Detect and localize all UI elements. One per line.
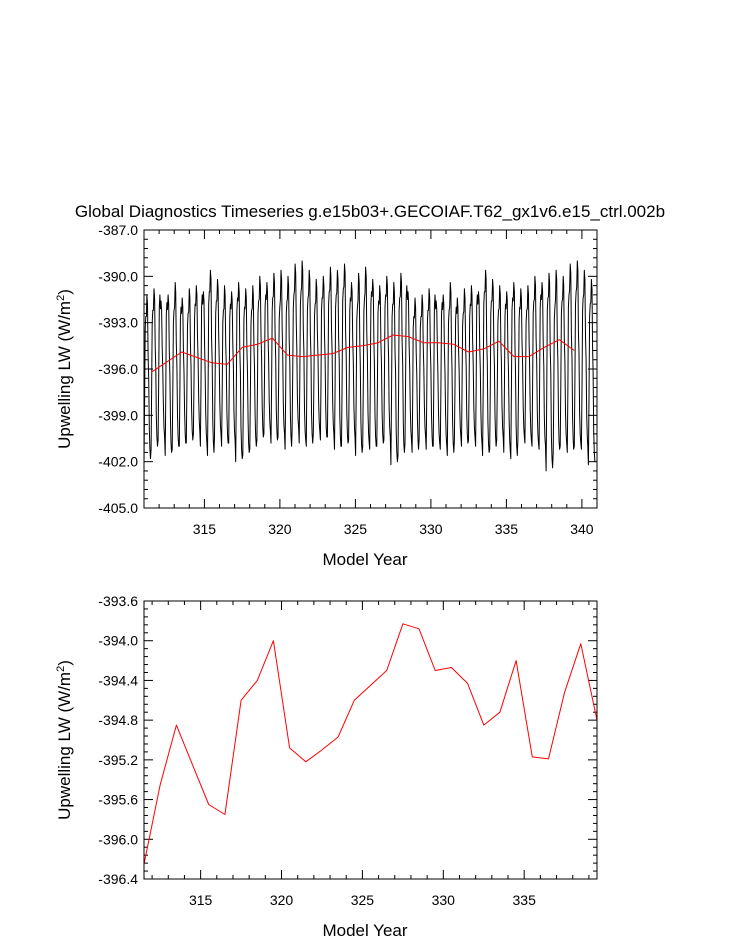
top-series-line-0: [143, 260, 596, 472]
top-y-tick-label: -399.0: [98, 407, 138, 423]
top-y-tick-label: -402.0: [98, 454, 138, 470]
top-x-tick-label: 320: [268, 521, 292, 537]
bottom-x-tick-label: 330: [432, 892, 456, 908]
top-y-tick-label: -387.0: [98, 222, 138, 238]
top-y-axis-title-sup: 2: [55, 295, 67, 301]
top-x-tick-label: 330: [419, 521, 443, 537]
top-plot-frame: [143, 229, 598, 509]
bottom-y-tick-label: -394.8: [98, 712, 138, 728]
bottom-chart: -393.6 -394.0 -394.4 -394.8 -395.2 -395.6 -396…: [55, 593, 598, 940]
bottom-y-axis-title-main: Upwelling LW (W/m: [55, 672, 74, 820]
top-y-tick-label: -405.0: [98, 500, 138, 516]
top-x-tick-label: 335: [495, 521, 519, 537]
bottom-y-tick-label: -393.6: [98, 593, 138, 609]
top-y-axis-title-close: ): [55, 289, 74, 295]
top-x-tick-label: 340: [570, 521, 594, 537]
bottom-series-line-0: [143, 623, 598, 865]
bottom-series: [143, 623, 598, 865]
bottom-y-tick-label: -395.6: [98, 792, 138, 808]
top-series: [143, 260, 596, 472]
bottom-y-tick-label: -396.0: [98, 831, 138, 847]
bottom-y-axis-title-sup: 2: [55, 666, 67, 672]
top-y-axis-title-main: Upwelling LW (W/m: [55, 301, 74, 449]
bottom-ticklabels: -393.6 -394.0 -394.4 -394.8 -395.2 -395.6 -396…: [98, 593, 536, 908]
top-y-tick-label: -390.0: [98, 268, 138, 284]
bottom-x-tick-label: 320: [270, 892, 294, 908]
bottom-y-tick-label: -396.4: [98, 871, 138, 887]
top-y-tick-label: -393.0: [98, 315, 138, 331]
top-chart-title: Global Diagnostics Timeseries g.e15b03+.…: [75, 202, 665, 221]
bottom-plot-frame: [143, 600, 598, 880]
top-y-tick-label: -396.0: [98, 361, 138, 377]
top-x-tick-label: 315: [193, 521, 217, 537]
bottom-y-tick-label: -394.0: [98, 633, 138, 649]
top-series-line-1: [151, 334, 575, 373]
bottom-x-tick-label: 315: [189, 892, 213, 908]
bottom-y-axis-title-close: ): [55, 660, 74, 666]
bottom-y-tick-label: -394.4: [98, 672, 138, 688]
bottom-y-axis-title: Upwelling LW (W/m2): [55, 660, 74, 820]
bottom-x-tick-label: 335: [513, 892, 537, 908]
bottom-y-tick-label: -395.2: [98, 752, 138, 768]
top-x-tick-label: 325: [344, 521, 368, 537]
top-chart: Global Diagnostics Timeseries g.e15b03+.…: [55, 202, 665, 569]
bottom-x-tick-label: 325: [351, 892, 375, 908]
bottom-x-axis-title: Model Year: [322, 921, 407, 940]
top-x-axis-title: Model Year: [322, 550, 407, 569]
top-y-axis-title: Upwelling LW (W/m2): [55, 289, 74, 449]
top-ticklabels: -387.0 -390.0 -393.0 -396.0 -399.0 -402.0 -405…: [98, 222, 593, 537]
